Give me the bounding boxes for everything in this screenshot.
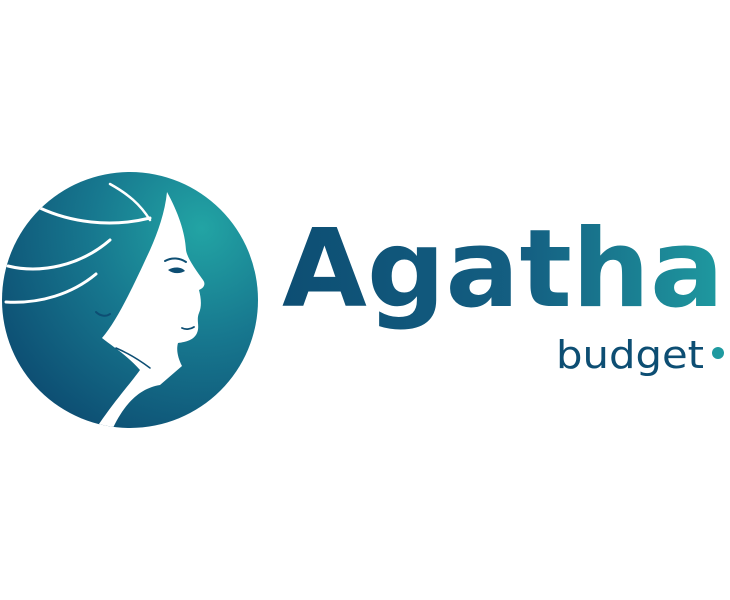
brand-tagline: budget [556, 333, 704, 377]
logo-mark-icon [0, 170, 260, 430]
brand-name: Agatha [282, 207, 724, 332]
tagline-dot-icon [712, 347, 724, 359]
